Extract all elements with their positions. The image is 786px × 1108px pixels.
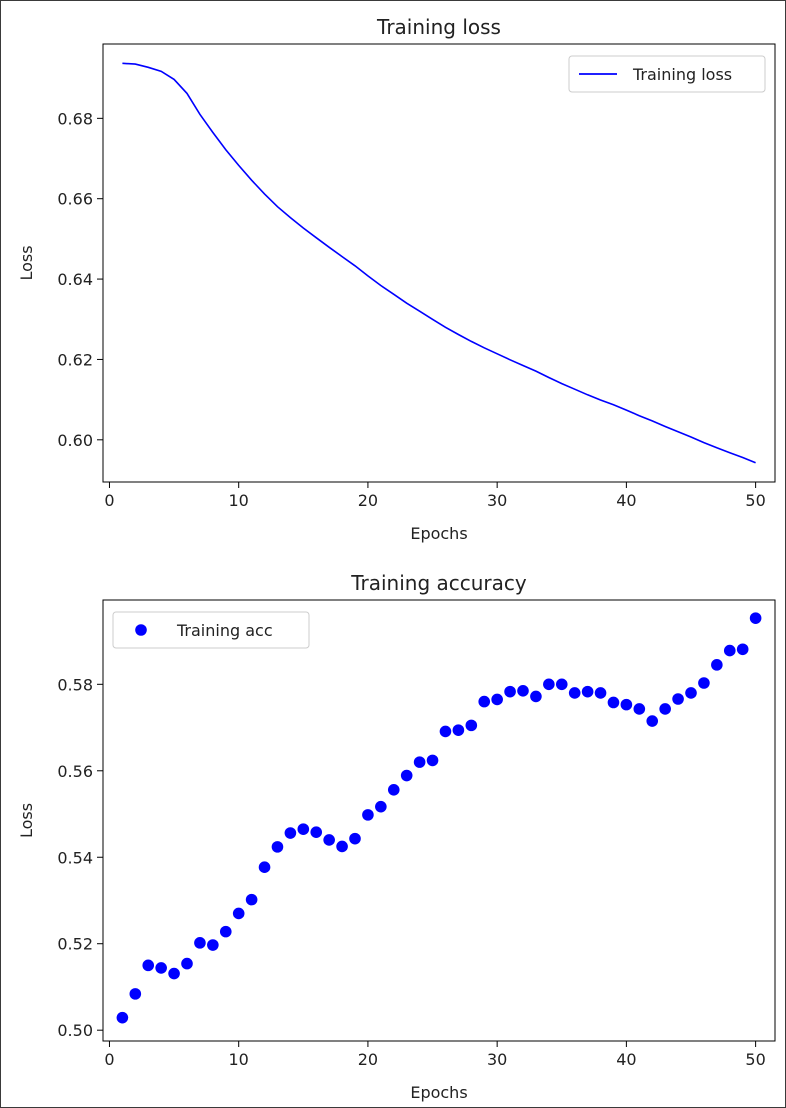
data-point xyxy=(219,925,232,938)
data-point xyxy=(155,962,167,974)
y-tick-label: 0.64 xyxy=(57,270,93,289)
x-tick-label: 10 xyxy=(229,1050,249,1069)
chart-1: Training loss 0 10 20 30 40 50 0.60 0.62 0.64 0.66… xyxy=(17,15,776,543)
legend-label: Training loss xyxy=(632,65,732,84)
x-axis-label: Epochs xyxy=(410,524,467,543)
data-point xyxy=(685,687,697,699)
data-point xyxy=(723,644,736,657)
data-point xyxy=(310,826,323,838)
y-tick-label: 0.68 xyxy=(57,109,93,128)
data-point xyxy=(452,724,465,736)
data-point xyxy=(375,800,387,813)
y-tick-label: 0.54 xyxy=(57,848,93,867)
data-point xyxy=(245,893,258,906)
data-point xyxy=(426,754,439,767)
chart-title: Training loss xyxy=(376,15,501,39)
data-point xyxy=(336,840,348,853)
data-point xyxy=(478,695,491,708)
data-point xyxy=(633,703,646,715)
x-tick-label: 40 xyxy=(616,1050,636,1069)
x-tick-label: 40 xyxy=(616,491,636,510)
x-tick-label: 10 xyxy=(229,491,249,510)
x-tick-label: 30 xyxy=(487,491,507,510)
data-point xyxy=(207,939,219,951)
y-axis-label: Loss xyxy=(17,245,36,280)
data-point xyxy=(258,861,271,873)
data-point xyxy=(620,698,633,711)
y-tick-label: 0.56 xyxy=(57,762,93,781)
y-tick-label: 0.60 xyxy=(57,431,93,450)
data-point xyxy=(555,678,568,691)
plot-area xyxy=(102,599,776,1042)
x-axis-label: Epochs xyxy=(410,1083,467,1102)
data-point xyxy=(439,725,452,738)
data-point xyxy=(271,841,284,853)
chart-title: Training accuracy xyxy=(350,571,527,595)
y-tick-label: 0.50 xyxy=(57,1021,93,1040)
x-tick-label: 0 xyxy=(104,1050,114,1069)
data-point xyxy=(581,685,594,698)
data-point xyxy=(530,690,542,703)
series-line-training-loss xyxy=(122,62,756,464)
data-point xyxy=(465,719,478,732)
data-point xyxy=(129,988,142,1000)
x-tick-label: 0 xyxy=(104,491,114,510)
data-point xyxy=(413,756,426,768)
data-point xyxy=(607,696,620,709)
data-point xyxy=(323,834,335,846)
data-point xyxy=(659,703,671,715)
data-point xyxy=(181,957,193,970)
data-point xyxy=(594,687,607,699)
data-point xyxy=(168,967,180,980)
data-point xyxy=(504,685,516,698)
legend: Training loss xyxy=(568,55,766,93)
data-point xyxy=(568,687,581,699)
data-point xyxy=(284,827,297,839)
data-point xyxy=(400,769,413,782)
x-tick-label: 20 xyxy=(358,1050,378,1069)
data-point xyxy=(698,677,710,689)
data-point xyxy=(646,715,659,727)
data-point xyxy=(194,937,206,949)
data-point xyxy=(232,907,245,920)
data-point xyxy=(297,823,310,835)
data-point xyxy=(517,684,529,697)
x-tick-label: 20 xyxy=(358,491,378,510)
legend-box xyxy=(568,55,766,93)
data-point xyxy=(543,678,555,691)
y-axis-label: Loss xyxy=(17,803,36,838)
data-point xyxy=(387,784,400,796)
data-point xyxy=(362,809,374,821)
plot-area xyxy=(102,43,776,483)
x-tick-label: 30 xyxy=(487,1050,507,1069)
y-tick-label: 0.62 xyxy=(57,350,93,369)
legend-label: Training acc xyxy=(176,621,273,640)
data-point xyxy=(749,612,762,624)
y-tick-label: 0.58 xyxy=(57,675,93,694)
data-point xyxy=(349,832,361,845)
data-point xyxy=(711,659,723,671)
data-point xyxy=(736,643,749,656)
data-point xyxy=(491,693,503,706)
chart-2: Training accuracy 0 10 20 30 40 50 0.50 0.52 0.54… xyxy=(17,571,776,1102)
legend: Training acc xyxy=(112,611,310,649)
data-point xyxy=(142,959,155,972)
y-tick-label: 0.66 xyxy=(57,190,93,209)
data-point xyxy=(116,1011,129,1024)
x-tick-label: 50 xyxy=(745,491,765,510)
y-tick-label: 0.52 xyxy=(57,935,93,954)
x-tick-label: 50 xyxy=(745,1050,765,1069)
legend-box xyxy=(112,611,310,649)
legend-dot-marker xyxy=(135,624,147,636)
data-point xyxy=(672,693,684,705)
